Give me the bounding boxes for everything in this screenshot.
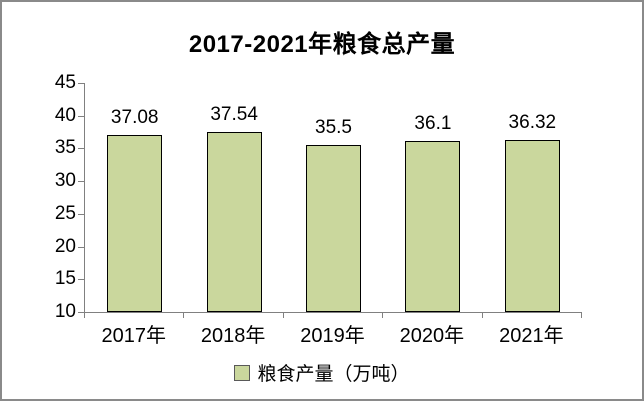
y-axis-label: 15 bbox=[54, 268, 76, 290]
chart-title: 2017-2021年粮食总产量 bbox=[188, 31, 456, 58]
y-axis-tick bbox=[78, 312, 84, 313]
bar-category: 37.54 bbox=[184, 83, 283, 312]
bar: 37.54 bbox=[206, 104, 262, 312]
x-axis-label: 2020年 bbox=[399, 325, 465, 347]
legend-swatch bbox=[234, 364, 251, 381]
y-axis-tick bbox=[78, 148, 84, 150]
bar-value-label: 36.32 bbox=[508, 111, 557, 133]
y-axis-label: 35 bbox=[54, 137, 76, 159]
x-axis-tick bbox=[581, 313, 582, 318]
y-axis-tick bbox=[78, 115, 84, 117]
legend: 粮食产量（万吨） bbox=[2, 359, 642, 386]
legend-label: 粮食产量（万吨） bbox=[257, 364, 410, 385]
y-axis-tick bbox=[78, 246, 84, 248]
x-axis-labels: 2017年 2018年 2019年 2020年 2021年 bbox=[84, 319, 581, 348]
bar-value-label: 35.5 bbox=[315, 117, 353, 139]
x-axis-tick bbox=[481, 313, 483, 318]
bar-category: 36.1 bbox=[383, 83, 482, 312]
bar: 36.32 bbox=[504, 112, 560, 312]
x-axis-tick bbox=[84, 313, 85, 318]
x-axis-label: 2018年 bbox=[200, 325, 266, 347]
bar: 37.08 bbox=[107, 107, 163, 312]
bar-value-label: 36.1 bbox=[414, 113, 452, 135]
y-axis-tick bbox=[78, 83, 84, 84]
y-axis-label: 25 bbox=[54, 202, 76, 224]
y-axis-tick bbox=[78, 213, 84, 215]
bar-category: 36.32 bbox=[483, 83, 582, 312]
y-axis-label: 30 bbox=[54, 170, 76, 192]
y-axis-label: 20 bbox=[54, 235, 76, 257]
y-axis-tick bbox=[78, 181, 84, 183]
y-axis-label: 10 bbox=[54, 301, 76, 322]
bar-category: 37.08 bbox=[85, 83, 184, 312]
x-axis-label: 2021年 bbox=[499, 325, 564, 347]
y-axis-label: 40 bbox=[54, 104, 76, 126]
plot-area: 37.08 37.54 35.5 36.1 36.32 bbox=[84, 83, 582, 313]
x-axis-tick bbox=[183, 313, 185, 318]
x-axis-label: 2017年 bbox=[101, 325, 166, 347]
x-axis-tick bbox=[382, 313, 384, 318]
bar-value-label: 37.54 bbox=[210, 103, 258, 125]
x-axis-label: 2019年 bbox=[300, 325, 365, 347]
x-axis-tick bbox=[282, 313, 284, 318]
y-axis-label: 45 bbox=[54, 72, 76, 93]
y-axis-tick bbox=[78, 279, 84, 281]
bar-value-label: 37.08 bbox=[110, 106, 159, 128]
bar-category: 35.5 bbox=[284, 83, 383, 312]
bar: 35.5 bbox=[306, 117, 362, 312]
bar: 36.1 bbox=[405, 113, 461, 312]
